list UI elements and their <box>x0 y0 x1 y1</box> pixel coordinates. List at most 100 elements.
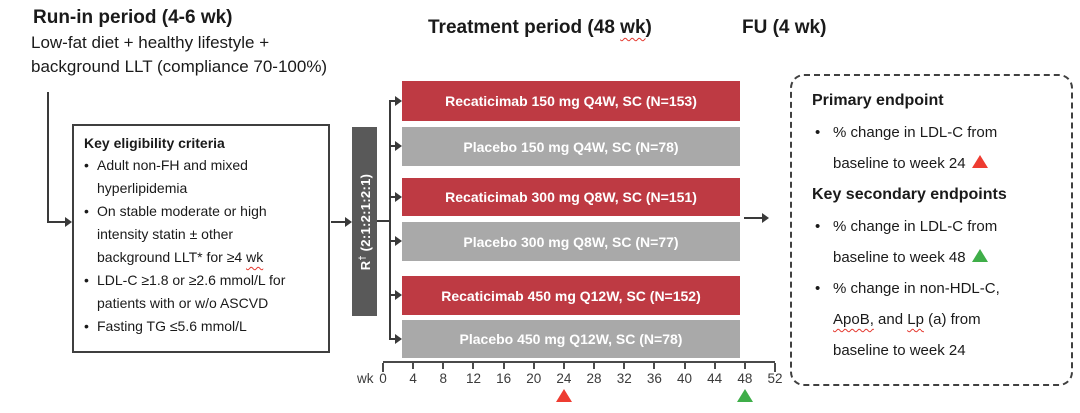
eligibility-item: • LDL-C ≥1.8 or ≥2.6 mmol/L for patients… <box>84 269 320 315</box>
run-in-subtitle-line2: background LLT (compliance 70-100%) <box>31 56 328 76</box>
bullet-icon: • <box>815 124 821 141</box>
primary-week-marker-icon <box>555 389 572 402</box>
axis-tick <box>653 363 656 369</box>
bullet-icon: • <box>84 203 89 219</box>
axis-tick <box>593 363 596 369</box>
branch-arrow <box>389 192 402 202</box>
eligibility-item-line: On stable moderate or high <box>97 203 267 219</box>
branch-arrow <box>389 290 402 300</box>
axis-tick-label: 40 <box>677 371 693 386</box>
arm-bar-placebo-450: Placebo 450 mg Q12W, SC (N=78) <box>402 320 740 358</box>
endpoint-wavy-text: Lp <box>907 311 924 328</box>
arm-bar-label: Recaticimab 300 mg Q8W, SC (N=151) <box>445 189 697 205</box>
arrow-into-eligibility-box <box>47 217 72 227</box>
axis-tick <box>412 363 415 369</box>
axis-tick-label: 36 <box>646 371 662 386</box>
eligibility-title: Key eligibility criteria <box>84 135 225 151</box>
secondary-endpoint-item: • % change in non-HDL-C, ApoB, and Lp (a… <box>812 273 1057 366</box>
endpoint-text-line: (a) from <box>923 311 981 328</box>
treatment-title-close: ) <box>645 17 652 38</box>
axis-tick-label: 44 <box>707 371 723 386</box>
secondary-endpoint-item: • % change in LDL-C from baseline to wee… <box>812 211 1057 273</box>
axis-tick <box>532 363 535 369</box>
axis-tick-label: 28 <box>586 371 602 386</box>
bullet-icon: • <box>815 280 821 297</box>
run-in-connector-line <box>47 92 49 222</box>
arm-bar-label: Placebo 150 mg Q4W, SC (N=78) <box>463 138 679 155</box>
axis-tick-label: 0 <box>379 371 387 386</box>
axis-tick <box>562 363 565 369</box>
green-triangle-icon <box>971 249 988 262</box>
endpoint-text-line: baseline to week 24 <box>833 342 966 359</box>
treatment-title-text: Treatment period (48 <box>428 17 621 38</box>
randomization-ratio: (2:1:2:1:2:1) <box>357 173 373 255</box>
axis-tick-label: 32 <box>616 371 632 386</box>
bullet-icon: • <box>84 272 89 288</box>
axis-tick <box>623 363 626 369</box>
eligibility-criteria-box: Key eligibility criteria • Adult non-FH … <box>72 124 330 353</box>
bullet-icon: • <box>815 218 821 235</box>
primary-endpoint-item: • % change in LDL-C from baseline to wee… <box>812 117 1057 179</box>
treatment-period-title: Treatment period (48 wk) <box>428 17 652 39</box>
branch-arrow <box>389 334 402 344</box>
bullet-icon: • <box>84 157 89 173</box>
endpoint-text-line: baseline to week 24 <box>833 155 966 172</box>
randomization-letter: R <box>357 260 373 270</box>
arm-bar-recaticimab-450: Recaticimab 450 mg Q12W, SC (N=152) <box>402 276 740 315</box>
run-in-subtitle-line1: Low-fat diet + healthy lifestyle + <box>31 33 270 52</box>
branch-arrow <box>389 96 402 106</box>
endpoint-text-line: % change in LDL-C from <box>833 124 998 141</box>
axis-tick-label: 12 <box>465 371 481 386</box>
eligibility-item-line: background LLT* for ≥4 <box>97 249 247 265</box>
arm-bar-label: Placebo 450 mg Q12W, SC (N=78) <box>459 331 683 347</box>
axis-tick-label: 20 <box>526 371 542 386</box>
endpoint-text-line: % change in LDL-C from <box>833 218 998 235</box>
arm-bar-placebo-300: Placebo 300 mg Q8W, SC (N=77) <box>402 222 740 261</box>
branch-spine <box>389 100 391 340</box>
randomization-footnote-mark: † <box>356 254 367 261</box>
axis-tick <box>442 363 445 369</box>
primary-endpoint-heading: Primary endpoint <box>812 92 944 109</box>
axis-tick-label: 24 <box>556 371 572 386</box>
endpoint-text-line: % change in non-HDL-C, <box>833 280 1000 297</box>
arrow-into-endpoints-box <box>744 213 769 223</box>
run-in-period-subtitle: Low-fat diet + healthy lifestyle + backg… <box>31 31 327 78</box>
arm-bar-label: Recaticimab 150 mg Q4W, SC (N=153) <box>445 93 697 109</box>
secondary-endpoints-heading: Key secondary endpoints <box>812 186 1007 203</box>
eligibility-item: • Fasting TG ≤5.6 mmol/L <box>84 315 320 338</box>
axis-tick <box>743 363 746 369</box>
eligibility-item-line: intensity statin ± other <box>97 226 234 242</box>
arm-bar-label: Recaticimab 450 mg Q12W, SC (N=152) <box>441 287 701 304</box>
bullet-icon: • <box>84 318 89 334</box>
branch-arrow <box>389 141 402 151</box>
axis-tick-label: 48 <box>737 371 753 386</box>
branch-arrow <box>389 236 402 246</box>
axis-tick <box>774 363 776 372</box>
eligibility-item-line: patients with or w/o ASCVD <box>97 295 269 311</box>
endpoints-box: Primary endpoint • % change in LDL-C fro… <box>790 74 1073 386</box>
eligibility-item-wavy-text: wk <box>246 249 264 265</box>
secondary-week-marker-icon <box>736 389 753 402</box>
axis-tick-label: 16 <box>496 371 512 386</box>
treatment-title-wavy-text: wk <box>620 17 646 38</box>
arm-bar-placebo-150: Placebo 150 mg Q4W, SC (N=78) <box>402 127 740 166</box>
axis-tick-label: 8 <box>439 371 448 386</box>
axis-tick <box>713 363 716 369</box>
arm-bar-recaticimab-150: Recaticimab 150 mg Q4W, SC (N=153) <box>402 81 740 121</box>
eligibility-item-line: Adult non-FH and mixed <box>97 157 248 173</box>
arm-bar-recaticimab-300: Recaticimab 300 mg Q8W, SC (N=151) <box>402 178 740 216</box>
axis-tick-label: 52 <box>767 371 783 386</box>
follow-up-period-title: FU (4 wk) <box>742 17 827 38</box>
axis-tick <box>683 363 686 369</box>
red-triangle-icon <box>971 155 988 168</box>
eligibility-item: • On stable moderate or high intensity s… <box>84 200 320 269</box>
eligibility-item: • Adult non-FH and mixed hyperlipidemia <box>84 154 320 200</box>
endpoint-wavy-text: ApoB, <box>833 311 874 328</box>
axis-tick <box>502 363 505 369</box>
arrow-into-randomization <box>331 217 352 227</box>
timeline-axis: wk 0 4 8 12 16 20 24 28 32 36 40 44 48 52 <box>357 361 783 408</box>
run-in-period-title: Run-in period (4-6 wk) <box>33 7 233 28</box>
eligibility-item-line: hyperlipidemia <box>97 180 188 196</box>
eligibility-item-line: LDL-C ≥1.8 or ≥2.6 mmol/L for <box>97 272 286 288</box>
